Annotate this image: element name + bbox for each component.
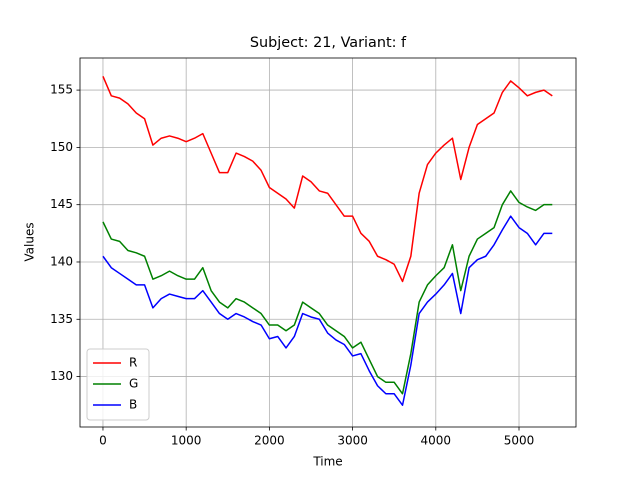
data-line (102, 76, 553, 283)
y-tick-label: 130 (50, 369, 73, 383)
data-line (102, 215, 553, 406)
data-line (102, 190, 553, 395)
y-tick-label: 145 (50, 197, 73, 211)
y-tick-label: 135 (50, 312, 73, 326)
x-axis-label: Time (312, 455, 342, 469)
x-tick-label: 1000 (171, 434, 202, 448)
legend-label: G (129, 377, 138, 391)
plot-frame (79, 57, 577, 428)
x-tick-label: 2000 (254, 434, 285, 448)
y-tick-label: 150 (50, 140, 73, 154)
legend-label: B (129, 398, 137, 412)
legend: RGB (86, 348, 150, 421)
x-tick-label: 0 (99, 434, 107, 448)
x-tick-label: 5000 (504, 434, 535, 448)
y-tick-label: 140 (50, 254, 73, 268)
legend-label: R (129, 356, 137, 370)
y-axis-label: Values (23, 222, 37, 261)
x-tick-label: 3000 (337, 434, 368, 448)
x-tick-label: 4000 (421, 434, 452, 448)
chart-title: Subject: 21, Variant: f (250, 35, 407, 51)
y-tick-label: 155 (50, 83, 73, 97)
